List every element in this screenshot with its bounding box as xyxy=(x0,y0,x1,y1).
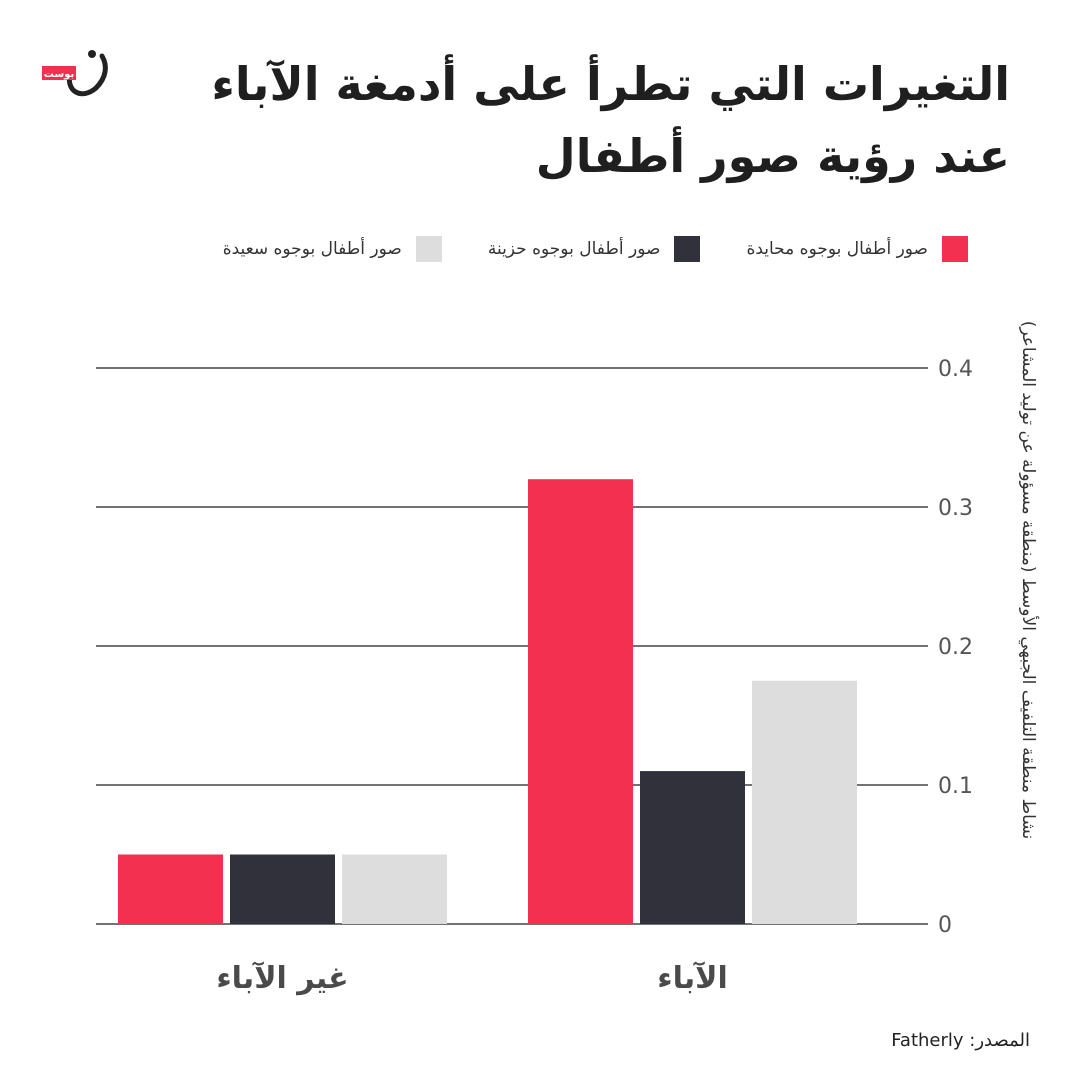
nun-logo-icon xyxy=(66,53,108,97)
legend-label: صور أطفال بوجوه محايدة xyxy=(746,239,928,259)
logo: بوست xyxy=(42,50,108,97)
legend-item: صور أطفال بوجوه سعيدة xyxy=(223,236,442,262)
legend-label: صور أطفال بوجوه حزينة xyxy=(487,239,661,259)
legend-swatch xyxy=(674,236,701,262)
logo-text: بوست xyxy=(44,69,74,80)
bar xyxy=(640,771,745,924)
bar xyxy=(230,854,335,924)
y-tick-label: 0 xyxy=(938,913,952,938)
legend: صور أطفال بوجوه سعيدة صور أطفال بوجوه حزي… xyxy=(223,236,968,262)
legend-swatch xyxy=(942,236,968,262)
legend-swatch xyxy=(415,236,442,262)
bar xyxy=(528,479,633,924)
source-note: المصدر: Fatherly xyxy=(891,1030,1030,1051)
y-tick-label: 0.3 xyxy=(938,496,973,521)
legend-item: صور أطفال بوجوه حزينة xyxy=(488,236,701,262)
legend-item: صور أطفال بوجوه محايدة xyxy=(746,236,968,262)
bar xyxy=(342,854,447,924)
chart-title: التغيرات التي تطرأ على أدمغة الآباء عند … xyxy=(211,57,1010,183)
bar xyxy=(752,680,857,924)
bar xyxy=(118,854,223,924)
x-category-label: الآباء xyxy=(657,961,728,996)
y-tick-label: 0.1 xyxy=(938,774,973,799)
x-category-label: غير الآباء xyxy=(216,961,348,996)
logo-dot xyxy=(88,50,96,58)
legend-label: صور أطفال بوجوه سعيدة xyxy=(222,239,402,259)
logo-badge xyxy=(42,66,76,80)
y-tick-label: 0.4 xyxy=(938,357,973,382)
y-tick-label: 0.2 xyxy=(938,635,973,660)
